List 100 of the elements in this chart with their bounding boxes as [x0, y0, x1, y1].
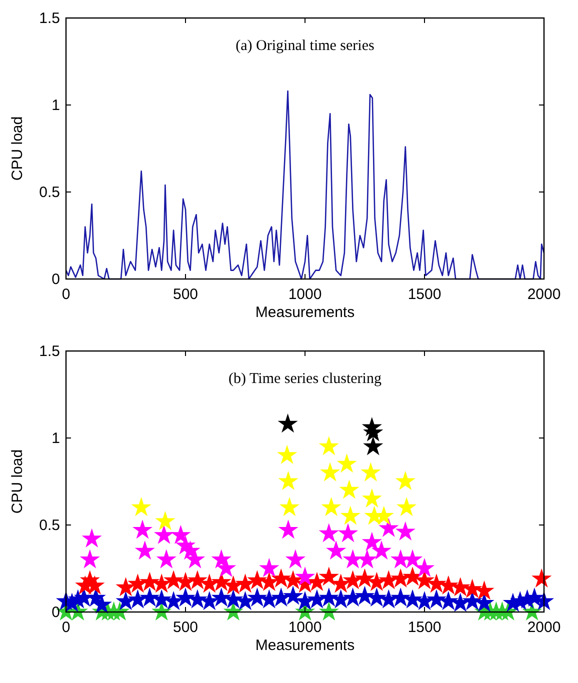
- point: [154, 526, 174, 544]
- point: [344, 571, 362, 588]
- point: [248, 588, 266, 606]
- point: [396, 472, 414, 490]
- point: [152, 574, 171, 592]
- y-tick-label: 0.5: [39, 517, 60, 534]
- point: [217, 559, 236, 576]
- x-tick-label: 1000: [288, 619, 322, 636]
- point: [404, 590, 422, 608]
- point: [140, 572, 159, 590]
- point: [332, 574, 350, 592]
- point: [320, 568, 338, 585]
- y-axis-title: CPU load: [9, 116, 26, 181]
- point: [164, 571, 183, 588]
- point: [110, 602, 129, 620]
- point: [439, 576, 458, 594]
- point: [186, 550, 204, 568]
- point: [380, 590, 398, 608]
- point: [236, 592, 254, 610]
- point: [451, 578, 470, 596]
- x-tick-label: 1500: [408, 286, 442, 303]
- point: [279, 520, 298, 538]
- point: [272, 588, 290, 606]
- point: [280, 498, 298, 516]
- point: [339, 524, 358, 542]
- point: [212, 550, 230, 568]
- point: [380, 571, 398, 588]
- point: [164, 592, 183, 610]
- point: [439, 592, 458, 610]
- point: [80, 550, 99, 568]
- x-axis-title: Measurements: [255, 637, 355, 654]
- point: [398, 498, 416, 516]
- point: [212, 572, 230, 590]
- y-tick-label: 0: [52, 271, 60, 288]
- point: [338, 454, 356, 472]
- point: [260, 572, 278, 590]
- point: [152, 590, 171, 608]
- point: [340, 480, 358, 498]
- line-series: [65, 90, 545, 280]
- point: [368, 588, 386, 606]
- y-tick-label: 1: [52, 97, 60, 114]
- point: [82, 529, 101, 547]
- point: [427, 574, 446, 592]
- point: [380, 519, 398, 536]
- point: [200, 592, 218, 610]
- point: [364, 437, 382, 454]
- point: [320, 602, 338, 620]
- point: [415, 571, 434, 588]
- point: [224, 590, 242, 608]
- point: [344, 550, 362, 568]
- point: [152, 602, 171, 620]
- point: [327, 542, 346, 559]
- point: [176, 588, 195, 606]
- x-tick-label: 1000: [288, 286, 322, 303]
- point: [136, 542, 154, 559]
- point: [308, 572, 326, 590]
- point: [404, 568, 422, 585]
- point: [341, 506, 360, 524]
- point: [279, 472, 298, 490]
- point: [296, 592, 314, 610]
- point: [475, 594, 494, 612]
- point: [157, 550, 176, 568]
- point: [248, 571, 266, 588]
- point: [296, 568, 314, 585]
- point: [224, 602, 242, 620]
- point: [156, 512, 174, 530]
- point: [358, 550, 376, 568]
- point: [463, 592, 482, 610]
- point: [260, 590, 278, 608]
- point: [321, 463, 340, 481]
- point: [372, 542, 390, 559]
- point: [320, 524, 338, 542]
- point: [260, 559, 278, 576]
- point: [188, 590, 206, 608]
- point: [128, 590, 147, 608]
- point: [272, 569, 290, 587]
- point: [278, 414, 297, 432]
- point: [392, 569, 410, 587]
- x-tick-label: 2000: [527, 619, 561, 636]
- point: [116, 592, 135, 610]
- y-tick-label: 0: [52, 604, 60, 621]
- point: [415, 559, 434, 576]
- point: [278, 446, 296, 464]
- point: [140, 588, 159, 606]
- x-tick-label: 2000: [527, 286, 561, 303]
- point: [176, 572, 195, 590]
- point: [525, 588, 544, 606]
- point: [427, 590, 446, 608]
- point: [212, 588, 230, 606]
- point: [308, 590, 326, 608]
- point: [284, 571, 302, 588]
- point: [133, 520, 152, 538]
- y-tick-label: 1.5: [39, 10, 60, 27]
- y-axis-title: CPU load: [9, 449, 26, 514]
- point: [532, 569, 551, 587]
- y-tick-label: 0.5: [39, 184, 60, 201]
- point: [344, 588, 362, 606]
- point: [128, 574, 147, 592]
- x-tick-label: 500: [172, 619, 198, 636]
- point: [236, 574, 254, 592]
